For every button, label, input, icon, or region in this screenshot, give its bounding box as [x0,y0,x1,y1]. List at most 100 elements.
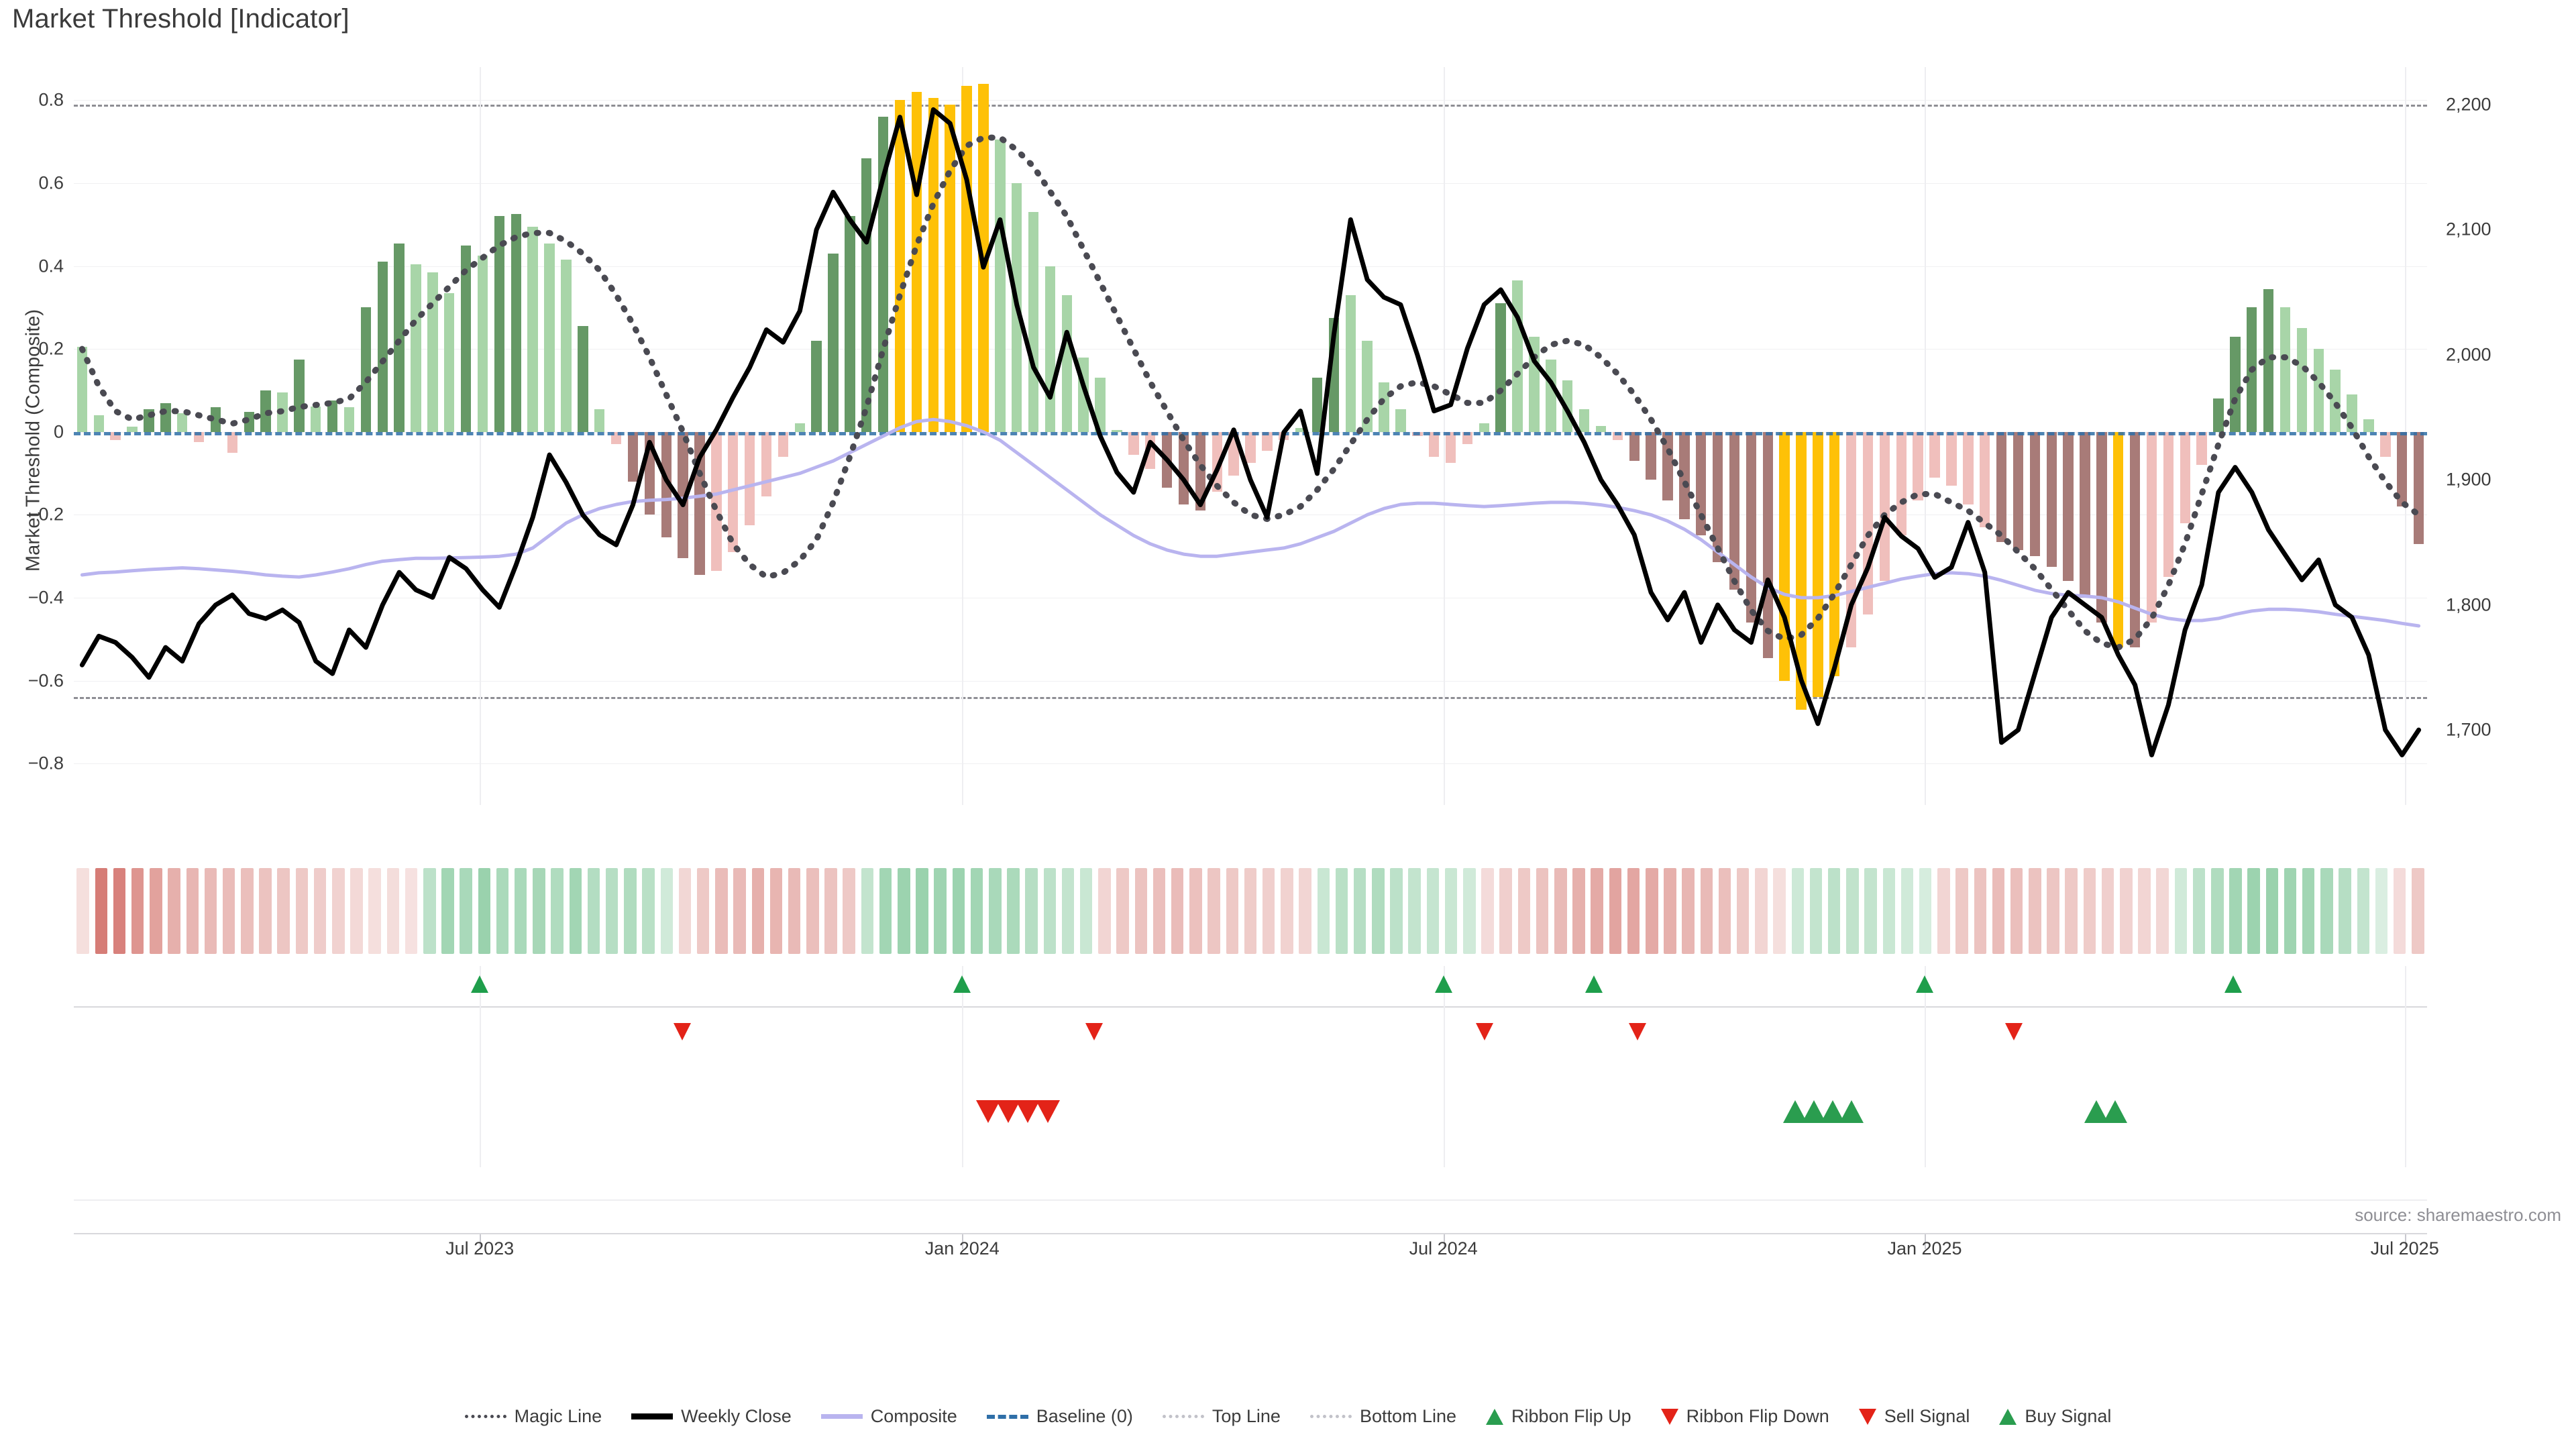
composite-bar [76,347,88,432]
ribbon-cell [1718,868,1731,954]
ribbon-cell [186,868,199,954]
ribbon-cell [1043,868,1057,954]
composite-bar [2380,431,2391,457]
ribbon-cell [605,868,619,954]
composite-bar [1395,409,1406,432]
composite-bar [811,340,822,432]
x-axis-tick-label: Jul 2023 [445,1238,515,1258]
legend-label: Ribbon Flip Down [1686,1406,1829,1426]
legend-item[interactable]: Baseline (0) [986,1406,1133,1427]
composite-bar [394,243,405,432]
legend-item[interactable]: Magic Line [464,1406,602,1427]
legend-item[interactable]: Sell Signal [1858,1406,1970,1427]
ribbon-flip-down-marker[interactable] [2005,1023,2023,1040]
ribbon-cell [386,868,400,954]
composite-bar [1028,212,1039,432]
ribbon-cell [1773,868,1786,954]
composite-bar [2363,419,2374,432]
composite-bar [578,326,588,432]
gridline-vertical [2404,966,2406,1167]
ribbon-cell [1499,868,1512,954]
ribbon-cell [131,868,144,954]
ribbon-flip-up-marker[interactable] [471,975,489,993]
ribbon-cell [1317,868,1330,954]
ribbon-cell [624,868,637,954]
ribbon-flip-down-marker[interactable] [673,1023,691,1040]
gridline-vertical [962,67,964,805]
composite-bar [1311,378,1323,432]
ribbon-flip-down-marker[interactable] [1085,1023,1103,1040]
legend-item[interactable]: Ribbon Flip Down [1660,1406,1829,1427]
ribbon-cell [478,868,491,954]
composite-bar [360,307,372,432]
ribbon-cell [1080,868,1093,954]
ribbon-cell [2047,868,2059,954]
legend-label: Composite [870,1406,957,1426]
ribbon-cell [1572,868,1585,954]
composite-bar [1646,431,1656,480]
ribbon-cell [1591,868,1603,954]
composite-bar [1495,303,1506,432]
ribbon-strip-pane [74,864,2427,958]
composite-bar [411,264,421,432]
sell-signal-marker[interactable] [1036,1100,1061,1123]
ribbon-cell [642,868,655,954]
ribbon-cell [1846,868,1859,954]
ribbon-flip-up-marker[interactable] [2224,975,2242,993]
ribbon-cell [1536,868,1549,954]
composite-bar [2113,431,2124,648]
legend-label: Bottom Line [1359,1406,1457,1426]
ribbon-cell [952,868,965,954]
ribbon-cell [989,868,1002,954]
ribbon-cell [2357,868,2370,954]
ribbon-flip-up-marker[interactable] [953,975,971,993]
ribbon-cell [1390,868,1403,954]
composite-bar [1479,423,1490,432]
ribbon-cell [441,868,454,954]
legend-item[interactable]: Buy Signal [1999,1406,2111,1427]
legend-item[interactable]: Ribbon Flip Up [1486,1406,1631,1427]
composite-bar [1379,382,1389,432]
ribbon-cell [879,868,892,954]
ribbon-cell [2265,868,2279,954]
legend-label: Sell Signal [1884,1406,1970,1426]
composite-bar [1963,431,1974,504]
composite-bar [244,412,254,432]
signal-pane-axis [74,1006,2427,1008]
ribbon-cell [751,868,764,954]
main-plot-area: 0.8 0.6 0.4 0.2 0 −0.2 −0.4 −0.6 −0.8 2,200 2,100 2… [28,67,2491,805]
composite-bar [678,431,688,559]
legend-item[interactable]: Weekly Close [631,1406,792,1427]
composite-bar [2163,431,2174,578]
ribbon-cell [1791,868,1805,954]
ribbon-cell [1755,868,1768,954]
ribbon-cell [1517,868,1531,954]
ribbon-cell [1098,868,1111,954]
ribbon-cell [2010,868,2023,954]
ribbon-flip-up-marker[interactable] [1434,975,1452,993]
legend-item[interactable]: Top Line [1162,1406,1281,1427]
ribbon-cell [1408,868,1421,954]
y-axis-left-tick: 0.6 [38,172,64,193]
ribbon-cell [1646,868,1658,954]
ribbon-cell [788,868,801,954]
ribbon-flip-down-marker[interactable] [1629,1023,1647,1040]
y-axis-right-tick: 2,100 [2446,219,2491,239]
buy-signal-marker[interactable] [1839,1100,1864,1123]
ribbon-cell [204,868,217,954]
ribbon-cell [2302,868,2315,954]
composite-bar [2213,398,2224,432]
composite-bar [1262,431,1273,451]
composite-bar [1145,431,1156,470]
ribbon-cell [2211,868,2224,954]
composite-bar [1595,425,1607,432]
legend-item[interactable]: Composite [820,1406,957,1427]
buy-signal-marker[interactable] [2103,1100,2128,1123]
ribbon-flip-down-marker[interactable] [1476,1023,1494,1040]
ribbon-flip-up-marker[interactable] [1916,975,1934,993]
composite-bar [1813,431,1823,698]
ribbon-cell [569,868,582,954]
ribbon-cell [2065,868,2078,954]
ribbon-flip-up-marker[interactable] [1585,975,1603,993]
legend-item[interactable]: Bottom Line [1309,1406,1457,1427]
